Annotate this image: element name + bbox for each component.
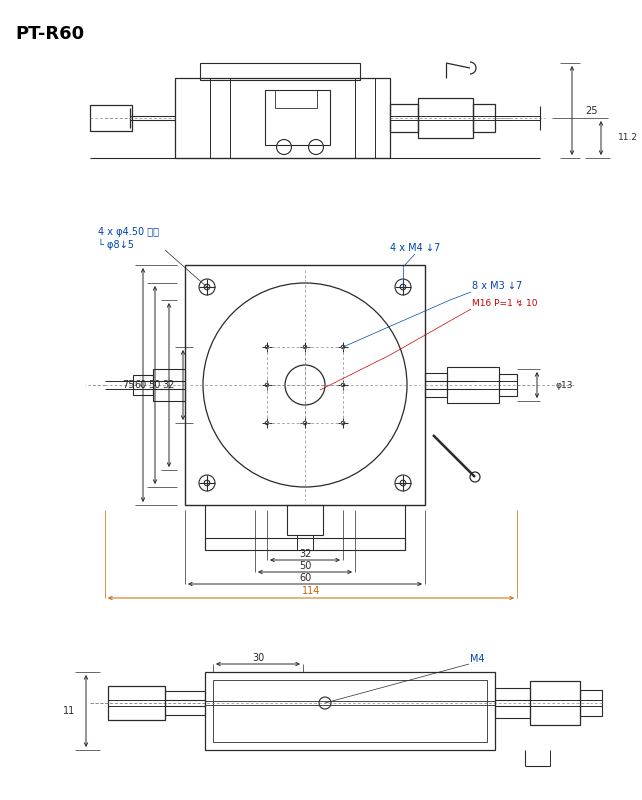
Bar bbox=[165, 691, 205, 715]
Text: 32: 32 bbox=[162, 380, 175, 390]
Text: 30: 30 bbox=[252, 653, 264, 663]
Text: 50: 50 bbox=[299, 561, 311, 571]
Bar bbox=[200, 63, 360, 80]
Bar bbox=[175, 78, 390, 158]
Text: 60: 60 bbox=[299, 573, 311, 583]
Bar bbox=[499, 374, 517, 396]
Text: 32: 32 bbox=[299, 549, 311, 559]
Bar bbox=[90, 105, 132, 131]
Bar bbox=[425, 373, 447, 397]
Bar bbox=[213, 680, 487, 742]
Text: 11.2: 11.2 bbox=[618, 134, 638, 142]
Text: 8 x M3 ↓7: 8 x M3 ↓7 bbox=[472, 281, 522, 291]
Bar bbox=[275, 90, 317, 108]
Bar bbox=[580, 690, 602, 716]
Text: 75: 75 bbox=[123, 380, 135, 390]
Bar bbox=[287, 505, 323, 535]
Bar bbox=[390, 104, 418, 132]
Bar bbox=[205, 538, 405, 550]
Text: 50: 50 bbox=[149, 380, 161, 390]
Bar bbox=[418, 98, 473, 138]
Bar bbox=[495, 688, 530, 718]
Bar bbox=[153, 369, 185, 401]
Bar bbox=[133, 375, 153, 395]
Bar bbox=[185, 265, 425, 505]
Text: φ13: φ13 bbox=[555, 381, 573, 390]
Text: 25: 25 bbox=[585, 106, 598, 115]
Text: PT-R60: PT-R60 bbox=[15, 25, 84, 43]
Bar bbox=[205, 672, 495, 750]
Bar bbox=[473, 104, 495, 132]
Text: 4 x φ4.50 贯穿: 4 x φ4.50 贯穿 bbox=[98, 227, 159, 237]
Text: M16 P=1 ↯ 10: M16 P=1 ↯ 10 bbox=[472, 298, 537, 307]
Text: 11: 11 bbox=[63, 706, 75, 716]
Text: M4: M4 bbox=[470, 654, 485, 664]
Bar bbox=[530, 681, 580, 725]
Bar bbox=[265, 90, 330, 145]
Text: 4 x M4 ↓7: 4 x M4 ↓7 bbox=[390, 243, 440, 253]
Bar bbox=[108, 686, 165, 720]
Text: 114: 114 bbox=[302, 586, 320, 596]
Text: 60: 60 bbox=[135, 380, 147, 390]
Bar bbox=[447, 367, 499, 403]
Text: └ φ8↓5: └ φ8↓5 bbox=[98, 238, 134, 250]
